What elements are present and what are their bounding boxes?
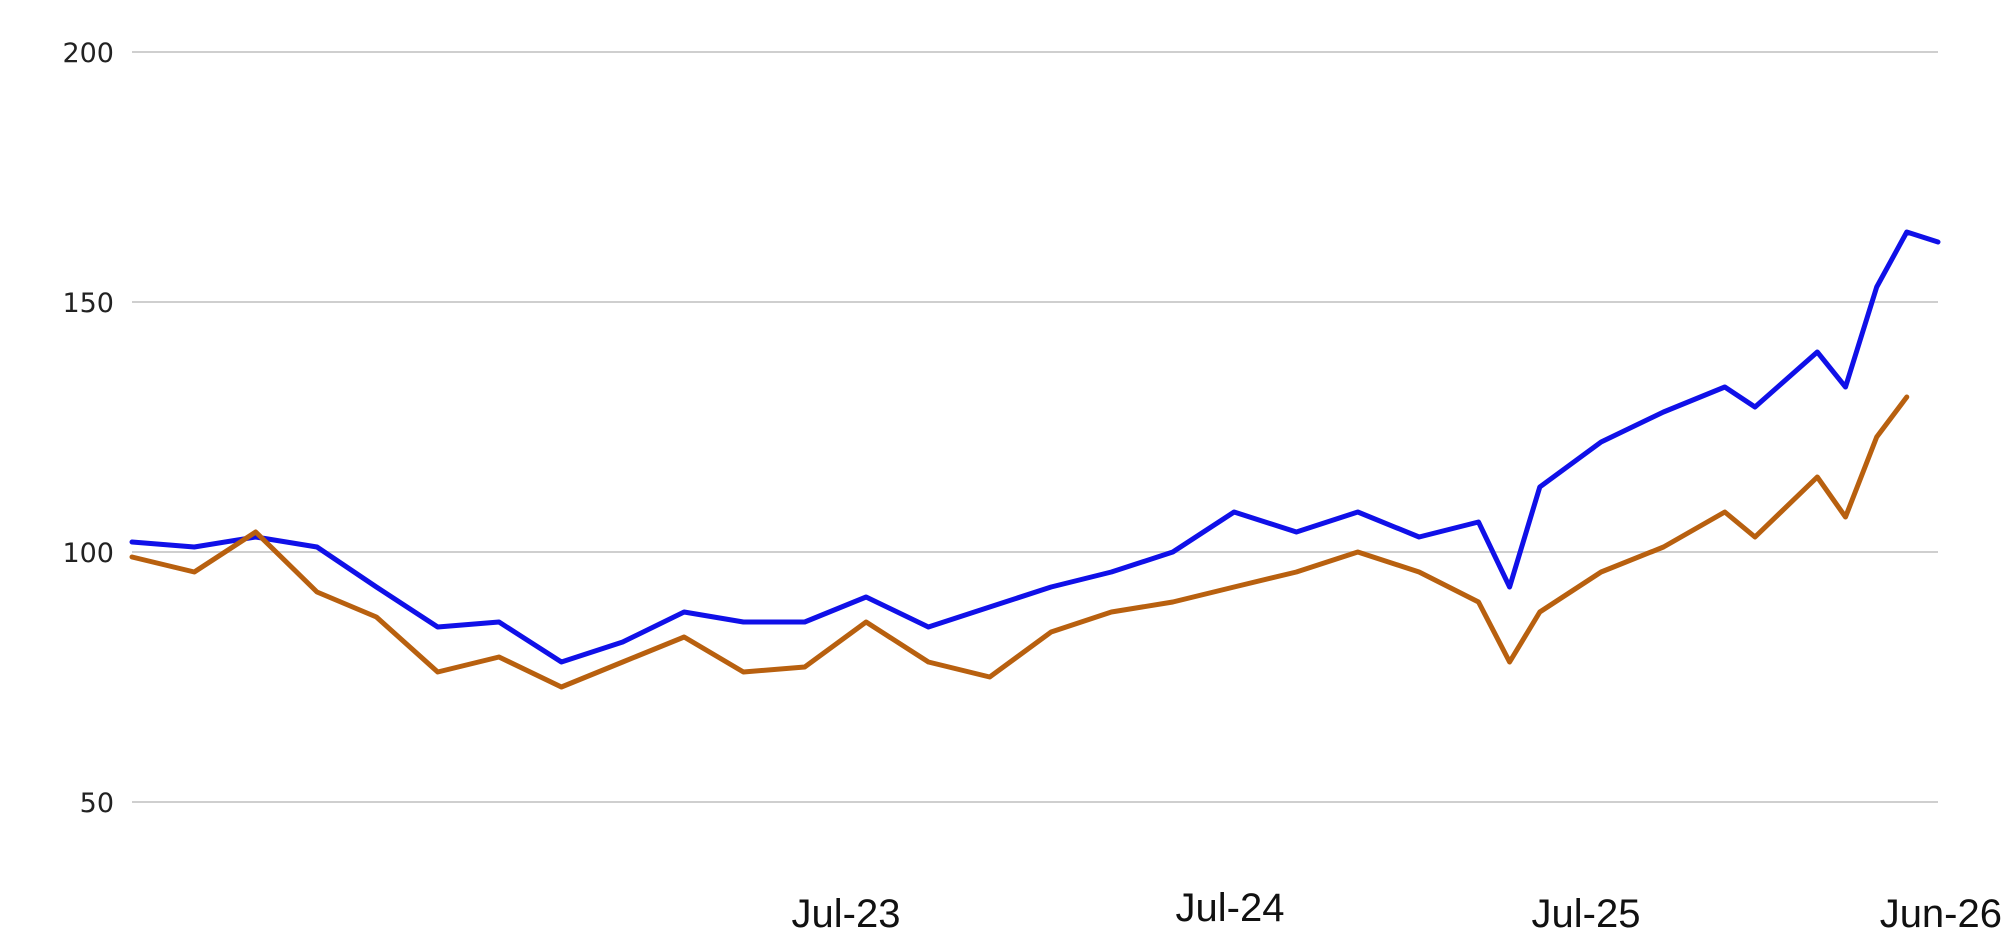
series-line-1: [129, 229, 1941, 665]
y-tick-label: 150: [62, 288, 114, 319]
x-tick-label: Jul-23: [792, 892, 901, 932]
x-axis-tick-labels: Jul-23 Jul-24 Jul-25 Jun-26: [792, 886, 2002, 932]
y-tick-label: 50: [80, 788, 114, 819]
x-tick-label: Jun-26: [1880, 892, 2002, 932]
grid-lines: [132, 51, 1938, 803]
y-tick-label: 200: [62, 38, 114, 69]
y-axis-tick-labels: 50 100 150 200: [62, 38, 114, 819]
x-tick-label: Jul-25: [1532, 892, 1641, 932]
x-tick-label: Jul-24: [1176, 886, 1285, 930]
series-line-2: [129, 394, 1910, 690]
series-lines: [129, 229, 1941, 690]
y-tick-label: 100: [62, 538, 114, 569]
